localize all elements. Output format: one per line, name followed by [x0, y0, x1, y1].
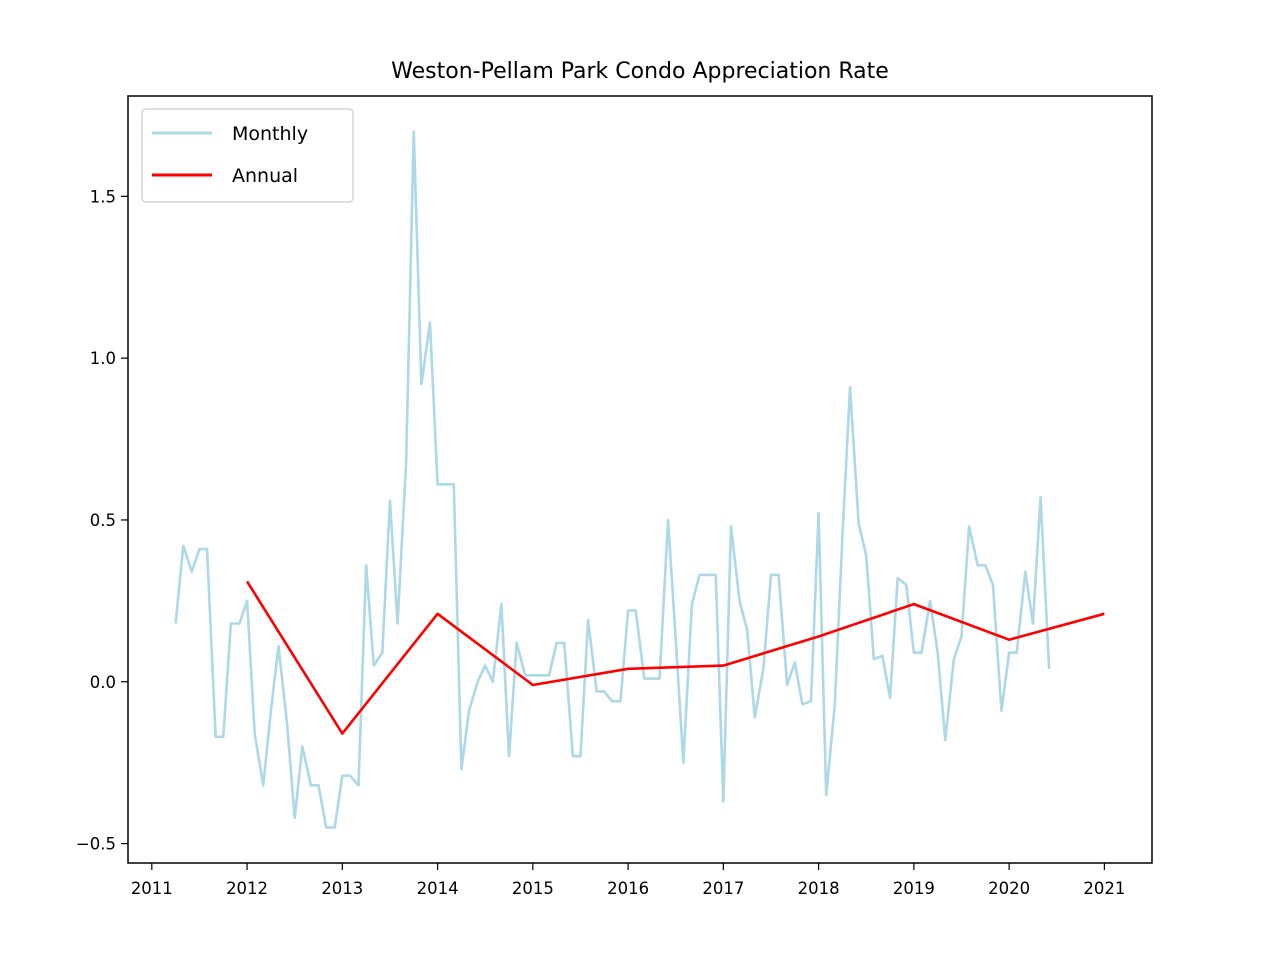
x-axis: 2011 2012 2013 2014 2015 2016 2017 2018 2019 2020…: [131, 863, 1125, 898]
series-layer: [174, 130, 1105, 829]
x-tick-label: 2018: [798, 879, 840, 898]
y-tick-label: −0.5: [76, 835, 116, 854]
x-tick-label: 2016: [607, 879, 649, 898]
y-tick-label: 1.5: [90, 187, 116, 206]
legend-label-monthly: Monthly: [232, 123, 308, 145]
x-tick-label: 2013: [321, 879, 363, 898]
plot-area-frame: [127, 95, 1153, 864]
y-tick-label: 0.5: [90, 511, 116, 530]
y-tick-label: 1.0: [90, 349, 116, 368]
x-tick-label: 2014: [417, 879, 459, 898]
x-tick-label: 2012: [226, 879, 268, 898]
y-tick-label: 0.0: [90, 673, 116, 692]
x-tick-label: 2015: [512, 879, 554, 898]
x-tick-label: 2020: [988, 879, 1030, 898]
x-tick-label: 2019: [893, 879, 935, 898]
series-line-monthly: [174, 130, 1051, 829]
x-tick-label: 2017: [702, 879, 744, 898]
x-tick-label: 2021: [1083, 879, 1125, 898]
y-axis: −0.5 0.0 0.5 1.0 1.5: [76, 187, 128, 854]
series-line-annual: [245, 580, 1105, 735]
legend-label-annual: Annual: [232, 165, 298, 187]
chart-title: Weston-Pellam Park Condo Appreciation Ra…: [391, 59, 889, 84]
legend: Monthly Annual: [141, 108, 354, 203]
x-tick-label: 2011: [131, 879, 173, 898]
